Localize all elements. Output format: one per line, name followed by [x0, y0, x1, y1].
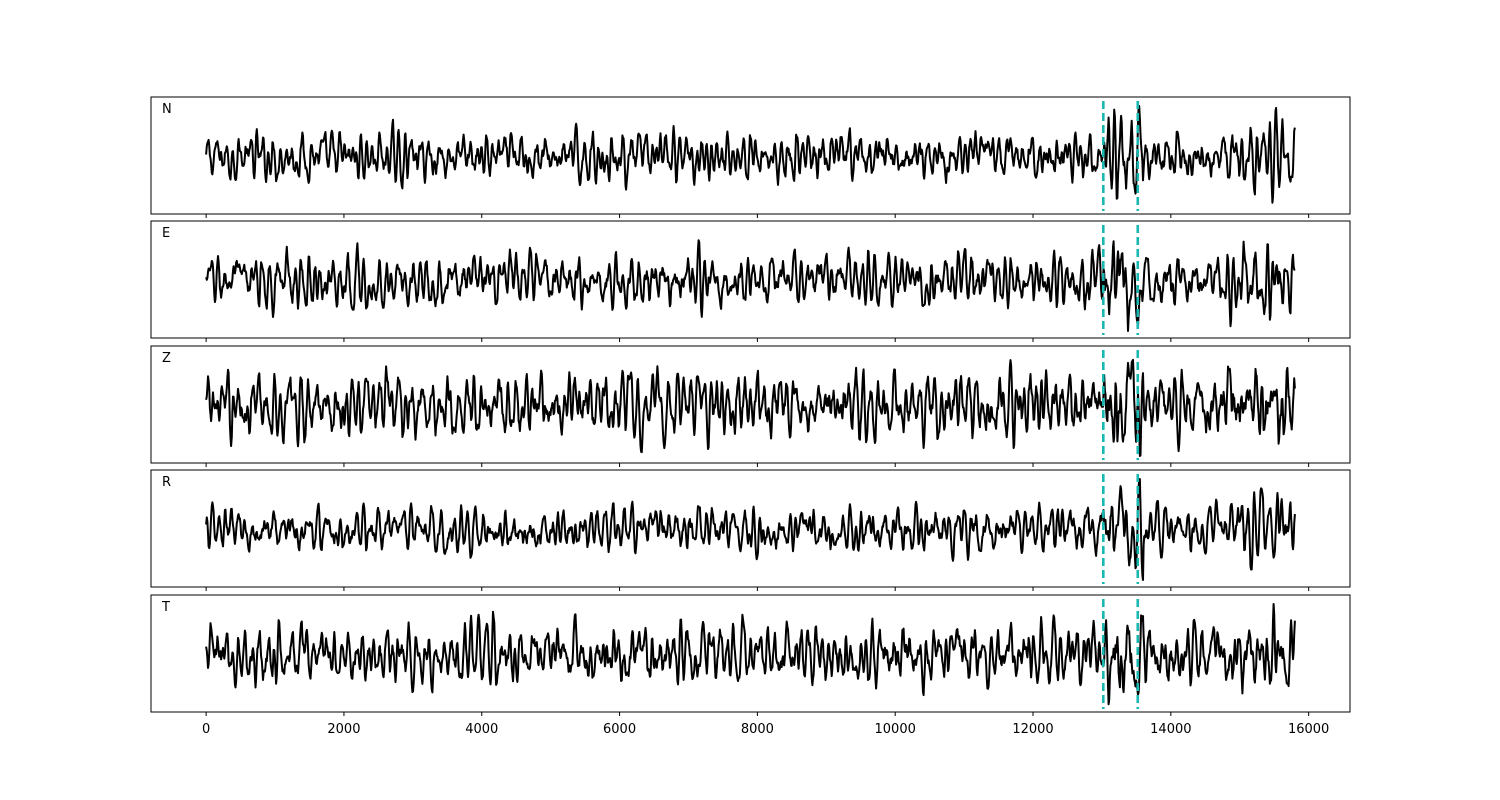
- x-tick-label: 4000: [465, 722, 498, 737]
- x-tick-label: 14000: [1150, 722, 1191, 737]
- panel-z: Z: [150, 345, 1351, 467]
- panel-r: R: [150, 469, 1351, 591]
- panel-n: N: [150, 96, 1351, 218]
- panel-label: T: [161, 600, 170, 615]
- waveform-trace: [205, 358, 1296, 457]
- panel-frame: [150, 96, 1351, 215]
- panels-layer: N E Z R T: [150, 96, 1351, 716]
- waveform-trace: [205, 239, 1296, 332]
- x-tick-label: 2000: [327, 722, 360, 737]
- panel-e: E: [150, 220, 1351, 342]
- x-tick-label: 16000: [1288, 722, 1329, 737]
- waveform-trace: [205, 105, 1296, 204]
- x-tick-label: 8000: [741, 722, 774, 737]
- panel-frame: [150, 469, 1351, 588]
- panel-frame: [150, 345, 1351, 464]
- x-axis: 0 2000 4000 6000 8000 10000 12000 14000 16000: [202, 722, 1329, 737]
- x-tick-label: 0: [202, 722, 210, 737]
- x-tick-label: 12000: [1012, 722, 1053, 737]
- panel-label: R: [162, 475, 171, 490]
- panel-t: T: [150, 594, 1351, 716]
- panel-label: Z: [162, 351, 171, 366]
- waveform-trace: [205, 478, 1296, 581]
- panel-frame: [150, 594, 1351, 713]
- x-tick-label: 10000: [875, 722, 916, 737]
- waveform-trace: [205, 603, 1296, 706]
- panel-label: E: [162, 226, 170, 241]
- panel-label: N: [162, 102, 172, 117]
- x-tick-label: 6000: [603, 722, 636, 737]
- panel-frame: [150, 220, 1351, 339]
